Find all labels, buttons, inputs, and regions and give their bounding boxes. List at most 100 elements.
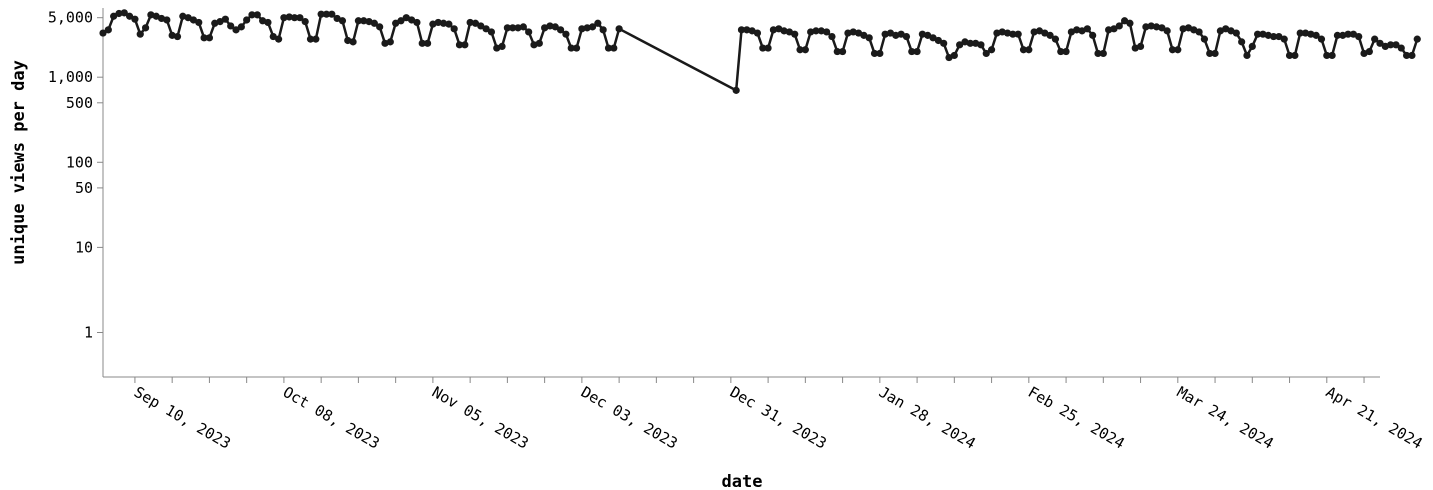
data-point <box>248 11 256 19</box>
data-point <box>509 24 517 32</box>
data-point <box>865 34 873 42</box>
data-point <box>338 17 347 25</box>
data-point <box>1163 27 1171 35</box>
data-point <box>322 10 331 18</box>
x-axis-title: date <box>722 472 763 490</box>
data-point <box>413 18 421 27</box>
data-point <box>908 47 916 56</box>
data-point <box>1392 41 1400 49</box>
data-point <box>104 26 112 34</box>
data-point <box>1152 23 1161 31</box>
data-point <box>386 38 394 46</box>
data-point <box>1317 35 1326 43</box>
y-tick-label: 500 <box>66 94 93 112</box>
data-point <box>753 29 762 37</box>
data-point <box>1232 29 1240 37</box>
data-point <box>1211 49 1219 58</box>
y-axis-title: unique views per day <box>9 60 29 265</box>
data-point <box>791 30 799 38</box>
data-point <box>280 14 288 22</box>
data-point <box>136 30 144 38</box>
data-point <box>525 28 533 36</box>
x-axis-ticks: Sep 10, 2023 Oct 08, 2023 Nov 05, 2023 Dec … <box>131 377 1426 453</box>
data-point <box>956 41 964 49</box>
data-point <box>1413 35 1421 43</box>
data-point <box>376 23 384 31</box>
data-point <box>349 38 357 46</box>
data-point <box>987 46 996 54</box>
data-point <box>317 10 325 18</box>
data-point <box>1179 25 1187 33</box>
data-point <box>1094 49 1102 58</box>
x-tick-label: Feb 25, 2024 <box>1025 383 1128 453</box>
data-point <box>503 24 511 32</box>
data-point <box>812 27 820 35</box>
data-point <box>1206 49 1214 58</box>
data-point <box>913 47 921 56</box>
data-point <box>764 44 772 52</box>
data-point <box>1397 44 1405 52</box>
data-point <box>599 26 607 34</box>
data-point <box>578 25 586 33</box>
x-tick-label: Oct 08, 2023 <box>280 383 383 453</box>
data-point <box>759 44 767 52</box>
data-point <box>205 34 214 42</box>
data-point <box>296 14 304 22</box>
data-point <box>902 32 911 41</box>
data-point <box>1376 39 1384 47</box>
data-point <box>1142 23 1150 31</box>
data-point <box>1051 35 1060 43</box>
data-point <box>253 11 261 19</box>
y-tick-label: 5,000 <box>48 9 93 27</box>
data-point <box>200 34 208 42</box>
y-axis-ticks: 1 10 50 100 500 1,000 5,000 <box>48 9 103 342</box>
data-point <box>514 24 522 32</box>
data-point <box>604 44 613 52</box>
x-tick-label: Sep 10, 2023 <box>131 383 234 453</box>
data-point <box>1296 29 1304 37</box>
data-point <box>434 18 442 27</box>
data-point <box>232 26 240 34</box>
data-point <box>163 16 171 24</box>
data-point <box>1371 35 1379 43</box>
data-point <box>572 44 581 52</box>
data-point <box>221 15 229 23</box>
data-point <box>466 18 474 27</box>
data-point <box>1291 51 1299 60</box>
data-point <box>1147 22 1155 30</box>
data-point <box>1019 46 1028 54</box>
data-point <box>535 39 543 47</box>
data-point <box>418 39 426 47</box>
data-point <box>354 17 362 25</box>
data-point <box>828 32 836 41</box>
series-layer <box>99 9 1421 94</box>
data-point <box>243 16 251 24</box>
data-point <box>1275 32 1283 41</box>
x-tick-label: Dec 31, 2023 <box>727 383 830 453</box>
x-tick-label: Mar 24, 2024 <box>1174 383 1277 453</box>
data-point <box>1248 42 1256 51</box>
data-point <box>743 26 751 34</box>
data-point <box>1238 38 1246 46</box>
data-point <box>1285 51 1294 60</box>
data-point <box>1136 42 1145 51</box>
data-point <box>1387 41 1395 49</box>
data-point <box>1200 35 1209 43</box>
data-point <box>1195 28 1203 36</box>
x-tick-label: Nov 05, 2023 <box>429 383 532 453</box>
data-point <box>120 9 128 17</box>
data-point <box>1158 24 1166 32</box>
data-point <box>477 22 485 30</box>
data-point <box>439 19 448 27</box>
data-point <box>195 18 203 27</box>
data-point <box>1174 46 1182 54</box>
data-point <box>370 19 378 27</box>
data-point <box>450 25 458 33</box>
data-point <box>173 32 182 41</box>
data-point <box>839 47 847 56</box>
data-point <box>1014 30 1022 38</box>
x-tick-label: Jan 28, 2024 <box>876 383 979 453</box>
data-point <box>610 44 618 52</box>
data-point <box>950 51 958 60</box>
data-point <box>1344 30 1352 38</box>
